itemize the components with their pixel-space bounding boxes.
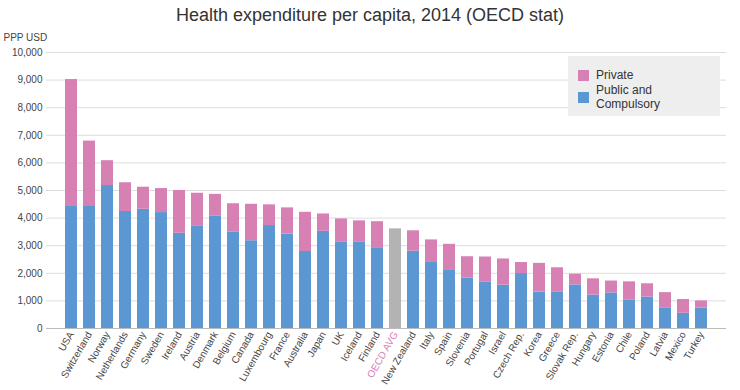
svg-text:Israel: Israel xyxy=(486,329,508,357)
svg-text:Switzerland: Switzerland xyxy=(58,329,94,380)
svg-text:Norway: Norway xyxy=(85,329,112,365)
svg-text:Australia: Australia xyxy=(281,329,310,369)
svg-text:Korea: Korea xyxy=(521,329,544,359)
svg-text:10,000: 10,000 xyxy=(12,47,43,58)
svg-text:Estonia: Estonia xyxy=(590,329,616,364)
svg-text:Ireland: Ireland xyxy=(159,329,184,362)
svg-text:Greece: Greece xyxy=(536,329,562,364)
svg-text:Luxembourg: Luxembourg xyxy=(236,329,274,384)
svg-text:6,000: 6,000 xyxy=(17,157,42,168)
svg-text:Latvia: Latvia xyxy=(647,329,670,359)
svg-text:1,000: 1,000 xyxy=(17,295,42,306)
svg-text:USA: USA xyxy=(56,329,76,353)
svg-text:Sweden: Sweden xyxy=(138,330,166,367)
svg-text:Portugal: Portugal xyxy=(462,330,490,368)
html-text:Public and Compulsory: Public and Compulsory xyxy=(596,83,660,111)
svg-text:7,000: 7,000 xyxy=(17,130,42,141)
svg-text:France: France xyxy=(266,329,292,363)
svg-text:Mexico: Mexico xyxy=(662,329,688,363)
svg-text:Finland: Finland xyxy=(356,329,382,364)
svg-text:8,000: 8,000 xyxy=(17,102,42,113)
svg-text:5,000: 5,000 xyxy=(17,185,42,196)
html-text:Private: Private xyxy=(596,68,634,82)
svg-text:UK: UK xyxy=(330,329,347,347)
svg-text:3,000: 3,000 xyxy=(17,240,42,251)
svg-text:Germany: Germany xyxy=(117,329,148,371)
svg-text:Spain: Spain xyxy=(431,329,454,358)
svg-text:Turkey: Turkey xyxy=(681,330,706,362)
svg-text:2,000: 2,000 xyxy=(17,268,42,279)
svg-text:9,000: 9,000 xyxy=(17,74,42,85)
html-text:Health expenditure per capita,: Health expenditure per capita, 2014 (OEC… xyxy=(175,5,565,25)
svg-text:Austria: Austria xyxy=(176,329,202,363)
svg-text:New Zealand: New Zealand xyxy=(379,330,418,387)
svg-text:Italy: Italy xyxy=(417,329,436,351)
svg-text:Netherlands: Netherlands xyxy=(93,329,130,382)
svg-text:0: 0 xyxy=(37,323,43,334)
svg-text:Slovak Rep.: Slovak Rep. xyxy=(543,329,580,382)
svg-text:Iceland: Iceland xyxy=(338,329,364,363)
svg-text:4,000: 4,000 xyxy=(17,212,42,223)
svg-text:Czech Rep.: Czech Rep. xyxy=(490,330,526,381)
svg-text:Slovenia: Slovenia xyxy=(443,329,472,369)
svg-text:Japan: Japan xyxy=(305,330,328,359)
svg-text:Chile: Chile xyxy=(613,329,634,355)
svg-text:Hungary: Hungary xyxy=(570,330,598,368)
svg-text:Canada: Canada xyxy=(229,329,256,366)
svg-text:OECD AVG: OECD AVG xyxy=(364,329,400,380)
svg-text:PPP USD: PPP USD xyxy=(4,32,48,43)
svg-text:Belgium: Belgium xyxy=(210,329,238,367)
svg-text:Denmark: Denmark xyxy=(190,329,220,371)
svg-text:Poland: Poland xyxy=(627,330,652,362)
